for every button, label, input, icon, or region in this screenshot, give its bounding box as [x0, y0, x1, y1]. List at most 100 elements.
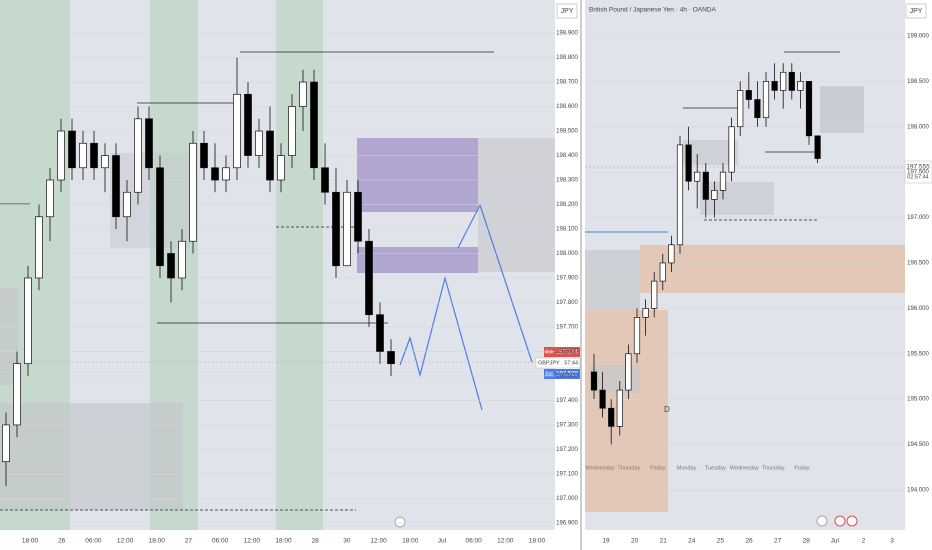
x-tick-label: 12:00: [244, 538, 261, 545]
x-tick-label: 28: [312, 538, 320, 545]
x-tick-label: 27: [774, 538, 782, 545]
candle-body: [365, 240, 373, 316]
day-label: Friday: [794, 465, 810, 471]
candle-body: [780, 71, 787, 91]
candle-body: [642, 308, 649, 318]
currency-box[interactable]: [556, 3, 578, 19]
x-tick-label: 06:00: [85, 538, 102, 545]
candle-body: [35, 216, 43, 279]
y-tick-label: 198.900: [556, 31, 578, 37]
y-tick-label: 199.000: [907, 34, 929, 40]
y-tick-label: 198.500: [907, 79, 929, 85]
event-icon[interactable]: [846, 515, 858, 527]
x-tick-label: 20: [631, 538, 639, 545]
x-tick-label: 18:00: [402, 538, 419, 545]
candle-body: [200, 142, 208, 169]
y-tick-label: 194.000: [907, 488, 929, 494]
y-tick-label: 196.500: [907, 261, 929, 267]
y-tick-label: 198.400: [556, 153, 578, 159]
y-tick-label: 197.000: [907, 215, 929, 221]
candle-body: [2, 424, 10, 463]
zone: [0, 403, 183, 510]
countdown: 02:57:44: [907, 174, 928, 180]
candle-body: [599, 389, 606, 409]
zone: [700, 182, 774, 215]
candle-body: [233, 93, 241, 169]
x-tick-label: 18:00: [149, 538, 166, 545]
x-tick-label: 24: [688, 538, 696, 545]
y-tick-label: 198.300: [556, 178, 578, 184]
y-tick-label: 197.800: [556, 300, 578, 306]
x-tick-label: 28: [803, 538, 811, 545]
bid-price: 197.528: [556, 372, 578, 378]
y-tick-label: 198.700: [556, 80, 578, 86]
y-tick-label: 198.200: [556, 202, 578, 208]
candle-body: [797, 81, 804, 91]
candle-body: [57, 130, 65, 181]
y-tick-label: 197.500: [556, 374, 578, 380]
candle-body: [771, 81, 778, 91]
y-tick-label: 195.000: [907, 397, 929, 403]
x-tick-label: 18:00: [275, 538, 292, 545]
supply-zone: [357, 138, 478, 212]
countdown: 57:44: [564, 360, 578, 366]
candle-body: [745, 90, 752, 100]
candle-body: [13, 363, 21, 426]
day-label: Thursday: [617, 465, 640, 471]
x-tick-label: 25: [717, 538, 725, 545]
event-icon[interactable]: [834, 515, 846, 527]
y-tick-label: 198.100: [556, 227, 578, 233]
y-tick-label: 198.000: [907, 124, 929, 130]
demand-zone: [585, 310, 668, 512]
y-tick-label: 198.600: [556, 104, 578, 110]
event-icon[interactable]: [394, 516, 406, 528]
candle-body: [156, 167, 164, 267]
bid-box: [544, 369, 555, 379]
zone: [478, 138, 555, 272]
x-tick-label: 12:00: [497, 538, 514, 545]
candle-body: [145, 118, 153, 169]
ask-price-box: [555, 347, 580, 357]
candle-body: [123, 191, 131, 218]
candle-body: [651, 280, 658, 309]
zone: [820, 86, 864, 133]
candle-body: [702, 171, 709, 200]
annotation: D: [664, 405, 670, 414]
candle-body: [354, 191, 362, 242]
candle-body: [255, 130, 263, 156]
bid-price-box: [555, 369, 580, 379]
candle-body: [24, 277, 32, 365]
currency-box[interactable]: [905, 3, 927, 19]
x-tick-label: 3: [890, 538, 894, 545]
candle-body: [590, 371, 598, 391]
candle-body: [762, 81, 770, 119]
y-tick-label: 198.800: [556, 55, 578, 61]
y-tick-label: 197.300: [556, 423, 578, 429]
candle-body: [189, 142, 197, 242]
x-tick-label: 18:00: [22, 538, 39, 545]
candle-body: [728, 126, 735, 173]
symbol-box: [535, 357, 581, 369]
y-tick-label: 198.500: [556, 129, 578, 135]
x-tick-label: 12:00: [370, 538, 387, 545]
day-label: Thursday: [762, 465, 785, 471]
x-tick-label: 30: [343, 538, 351, 545]
projection-arrow: [457, 203, 533, 363]
candle-body: [79, 142, 87, 169]
x-tick-label: 26: [745, 538, 753, 545]
candle-body: [625, 353, 632, 391]
x-tick-label: 06:00: [465, 538, 482, 545]
candle-body: [112, 155, 120, 218]
zone: [585, 250, 640, 310]
candle-body: [788, 71, 795, 91]
y-tick-label: 197.100: [556, 471, 578, 477]
symbol: GBPJPY: [538, 360, 560, 366]
x-tick-label: 12:00: [117, 538, 134, 545]
demand-zone: [640, 245, 905, 293]
candle-body: [321, 167, 329, 193]
event-icon[interactable]: [816, 515, 828, 527]
candle-body: [277, 155, 285, 181]
day-label: Tuesday: [705, 465, 726, 471]
candle-body: [134, 118, 142, 193]
